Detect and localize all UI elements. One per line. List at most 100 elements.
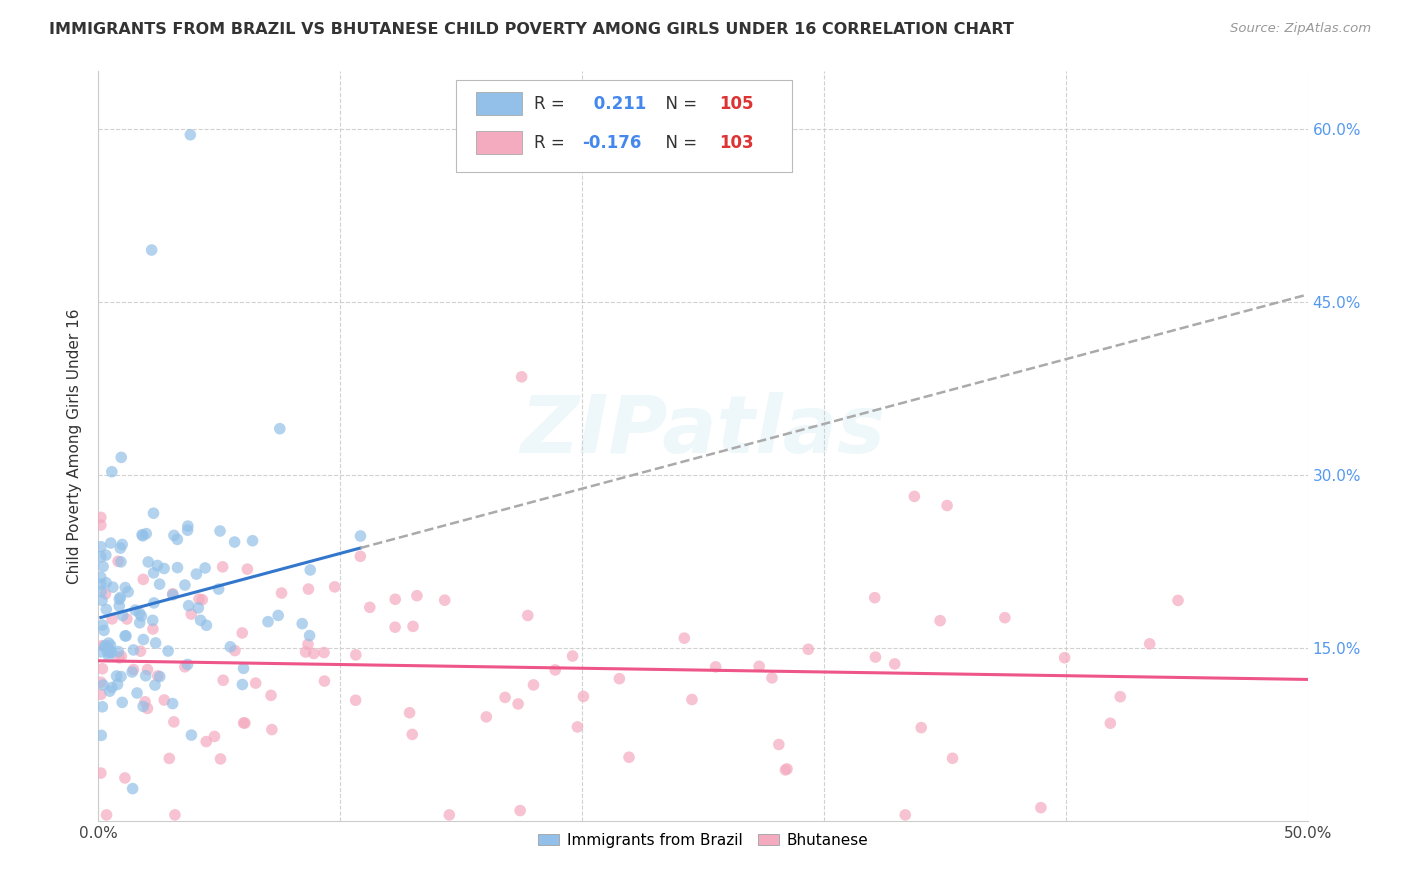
Point — [384, 620, 406, 634]
Point — [108, 650, 131, 665]
Point — [994, 610, 1017, 624]
Point — [146, 669, 169, 683]
Text: R =: R = — [534, 134, 569, 152]
Point — [1099, 716, 1122, 731]
Point — [297, 582, 319, 596]
Point — [936, 499, 959, 513]
Point — [125, 686, 148, 700]
Point — [131, 609, 153, 624]
Point — [157, 751, 180, 765]
Point — [91, 639, 114, 653]
Point — [704, 660, 727, 674]
Point — [91, 618, 114, 632]
Point — [494, 690, 516, 705]
Point — [96, 602, 118, 616]
Text: 0.211: 0.211 — [588, 95, 647, 112]
Point — [110, 649, 132, 664]
Point — [673, 631, 696, 645]
Point — [100, 645, 122, 659]
Point — [91, 699, 114, 714]
Point — [883, 657, 905, 671]
Point — [142, 506, 165, 520]
Point — [124, 603, 146, 617]
Point — [110, 591, 132, 605]
Point — [131, 527, 153, 541]
Point — [302, 647, 325, 661]
Text: N =: N = — [655, 95, 702, 112]
Point — [149, 577, 172, 591]
Point — [143, 596, 166, 610]
Point — [177, 599, 200, 613]
Point — [211, 559, 233, 574]
Point — [101, 681, 124, 695]
Point — [100, 645, 122, 659]
Point — [132, 529, 155, 543]
Point — [863, 591, 886, 605]
Point — [142, 622, 165, 636]
FancyBboxPatch shape — [457, 79, 793, 172]
Point — [910, 721, 932, 735]
Point — [508, 697, 530, 711]
Point — [231, 677, 253, 691]
Point — [166, 533, 188, 547]
Point — [162, 587, 184, 601]
Point — [188, 592, 211, 607]
Point — [98, 684, 121, 698]
Point — [108, 599, 131, 613]
Legend: Immigrants from Brazil, Bhutanese: Immigrants from Brazil, Bhutanese — [531, 827, 875, 855]
Point — [567, 720, 589, 734]
Point — [146, 558, 169, 573]
Point — [90, 570, 112, 584]
Point — [344, 648, 367, 662]
Point — [748, 659, 770, 673]
Point — [269, 422, 291, 436]
Point — [231, 626, 253, 640]
Point — [91, 662, 114, 676]
Point — [797, 642, 820, 657]
Point — [110, 555, 132, 569]
Point — [903, 489, 925, 503]
Point — [115, 629, 138, 643]
Point — [194, 561, 217, 575]
Point — [1109, 690, 1132, 704]
Point — [174, 660, 197, 674]
Point — [509, 804, 531, 818]
Point — [359, 600, 381, 615]
Point — [267, 608, 290, 623]
FancyBboxPatch shape — [475, 93, 522, 115]
Point — [174, 578, 197, 592]
Point — [114, 771, 136, 785]
Point — [115, 612, 138, 626]
Point — [1139, 637, 1161, 651]
Point — [128, 607, 150, 621]
Point — [212, 673, 235, 688]
Point — [101, 465, 124, 479]
Point — [236, 562, 259, 576]
Point — [510, 369, 533, 384]
Point — [929, 614, 952, 628]
Point — [894, 808, 917, 822]
Point — [97, 649, 120, 664]
Point — [191, 592, 214, 607]
Point — [111, 695, 134, 709]
Point — [122, 663, 145, 677]
Point — [522, 678, 544, 692]
Point — [475, 710, 498, 724]
Point — [90, 687, 112, 701]
Point — [398, 706, 420, 720]
Point — [294, 645, 316, 659]
Point — [208, 582, 231, 596]
Point — [90, 549, 112, 564]
Point — [291, 616, 314, 631]
Point — [163, 528, 186, 542]
Point — [117, 585, 139, 599]
Text: 105: 105 — [718, 95, 754, 112]
Point — [1053, 650, 1076, 665]
Point — [94, 587, 117, 601]
Point — [609, 672, 631, 686]
Point — [142, 566, 165, 580]
Point — [94, 575, 117, 590]
Point — [91, 593, 114, 607]
Point — [204, 730, 226, 744]
Point — [299, 563, 322, 577]
